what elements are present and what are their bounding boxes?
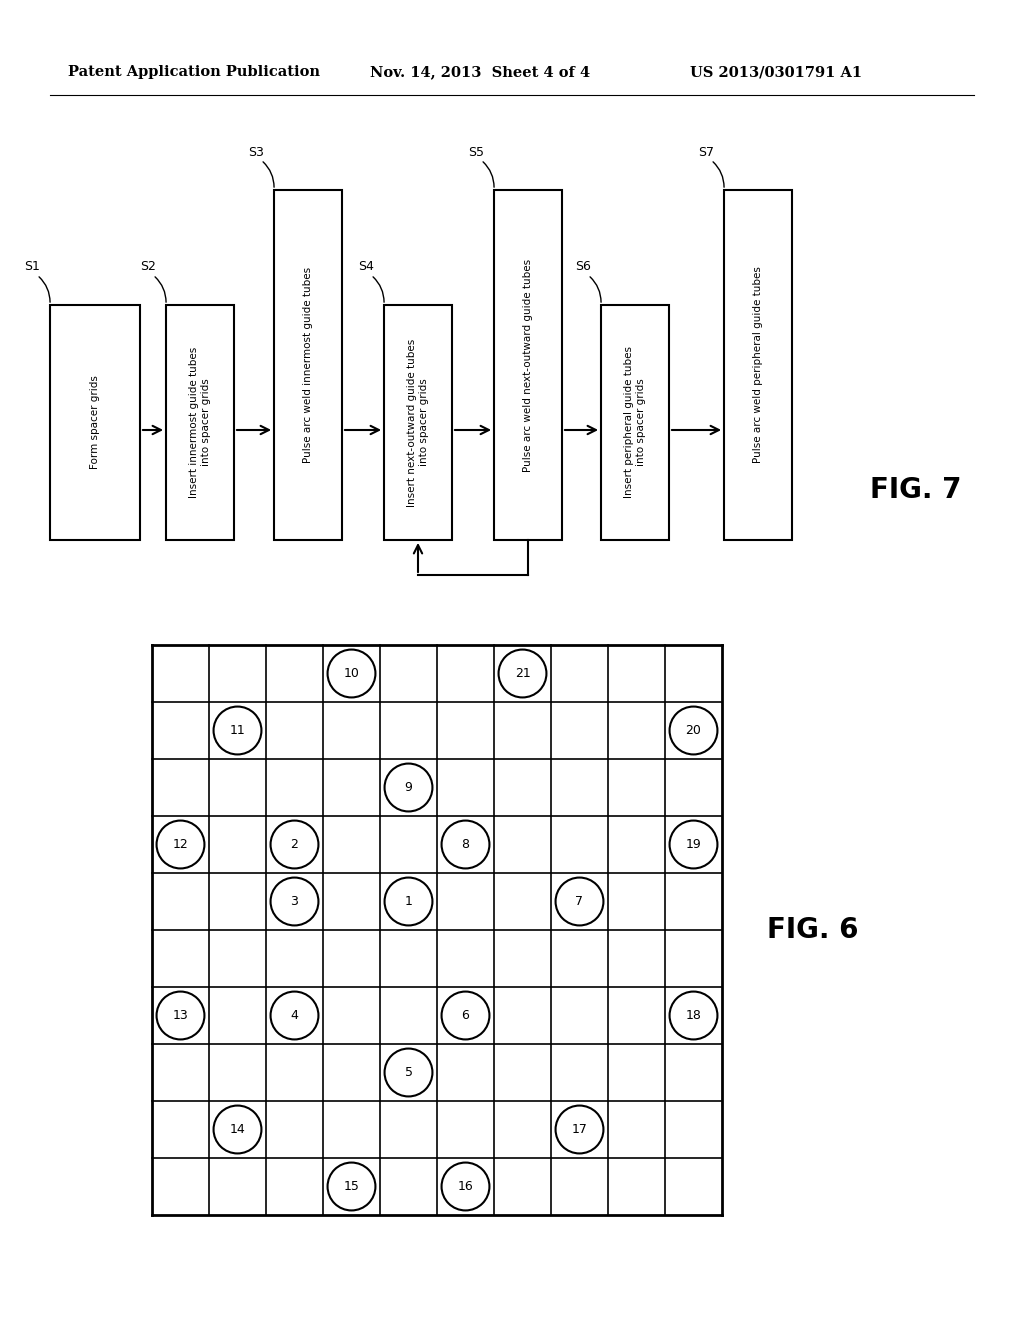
Circle shape <box>441 991 489 1039</box>
Text: 21: 21 <box>515 667 530 680</box>
Text: Pulse arc weld innermost guide tubes: Pulse arc weld innermost guide tubes <box>303 267 313 463</box>
Circle shape <box>385 1048 432 1097</box>
Text: S2: S2 <box>140 260 156 273</box>
Text: 18: 18 <box>685 1008 701 1022</box>
Text: 8: 8 <box>462 838 469 851</box>
Text: 19: 19 <box>686 838 701 851</box>
Bar <box>601 305 669 540</box>
Text: 15: 15 <box>344 1180 359 1193</box>
Text: FIG. 7: FIG. 7 <box>870 477 962 504</box>
Text: US 2013/0301791 A1: US 2013/0301791 A1 <box>690 65 862 79</box>
Text: 17: 17 <box>571 1123 588 1137</box>
Text: Nov. 14, 2013  Sheet 4 of 4: Nov. 14, 2013 Sheet 4 of 4 <box>370 65 590 79</box>
Bar <box>166 305 234 540</box>
Circle shape <box>499 649 547 697</box>
Text: Form spacer grids: Form spacer grids <box>90 376 100 470</box>
Circle shape <box>328 1163 376 1210</box>
Text: Insert peripheral guide tubes
into spacer grids: Insert peripheral guide tubes into space… <box>625 346 646 499</box>
Circle shape <box>670 821 718 869</box>
Text: Pulse arc weld peripheral guide tubes: Pulse arc weld peripheral guide tubes <box>753 267 763 463</box>
Circle shape <box>670 991 718 1039</box>
Circle shape <box>214 1106 261 1154</box>
Circle shape <box>556 1106 603 1154</box>
Text: 20: 20 <box>685 723 701 737</box>
Circle shape <box>270 878 318 925</box>
Text: S7: S7 <box>698 145 714 158</box>
Circle shape <box>441 1163 489 1210</box>
Text: 5: 5 <box>404 1067 413 1078</box>
Text: 14: 14 <box>229 1123 246 1137</box>
Bar <box>50 305 140 540</box>
Text: Insert innermost guide tubes
into spacer grids: Insert innermost guide tubes into spacer… <box>189 347 211 498</box>
Text: 10: 10 <box>344 667 359 680</box>
Circle shape <box>214 706 261 755</box>
Text: 4: 4 <box>291 1008 298 1022</box>
Bar <box>274 190 342 540</box>
Text: S3: S3 <box>248 145 264 158</box>
Text: 11: 11 <box>229 723 246 737</box>
Text: FIG. 6: FIG. 6 <box>767 916 858 944</box>
Circle shape <box>441 821 489 869</box>
Bar <box>384 305 452 540</box>
Circle shape <box>670 706 718 755</box>
Text: Pulse arc weld next-outward guide tubes: Pulse arc weld next-outward guide tubes <box>523 259 534 471</box>
Text: 6: 6 <box>462 1008 469 1022</box>
Circle shape <box>385 878 432 925</box>
Circle shape <box>385 763 432 812</box>
Text: S4: S4 <box>358 260 374 273</box>
Text: 7: 7 <box>575 895 584 908</box>
Bar <box>724 190 792 540</box>
Text: 12: 12 <box>173 838 188 851</box>
Text: Patent Application Publication: Patent Application Publication <box>68 65 319 79</box>
Circle shape <box>270 991 318 1039</box>
Text: 1: 1 <box>404 895 413 908</box>
Circle shape <box>270 821 318 869</box>
Text: 3: 3 <box>291 895 298 908</box>
Text: 9: 9 <box>404 781 413 795</box>
Text: S1: S1 <box>24 260 40 273</box>
Text: 13: 13 <box>173 1008 188 1022</box>
Text: S5: S5 <box>468 145 484 158</box>
Text: 16: 16 <box>458 1180 473 1193</box>
Text: 2: 2 <box>291 838 298 851</box>
Circle shape <box>328 649 376 697</box>
Circle shape <box>157 821 205 869</box>
Circle shape <box>556 878 603 925</box>
Text: S6: S6 <box>575 260 591 273</box>
Text: Insert next-outward guide tubes
into spacer grids: Insert next-outward guide tubes into spa… <box>408 338 429 507</box>
Bar <box>494 190 562 540</box>
Circle shape <box>157 991 205 1039</box>
